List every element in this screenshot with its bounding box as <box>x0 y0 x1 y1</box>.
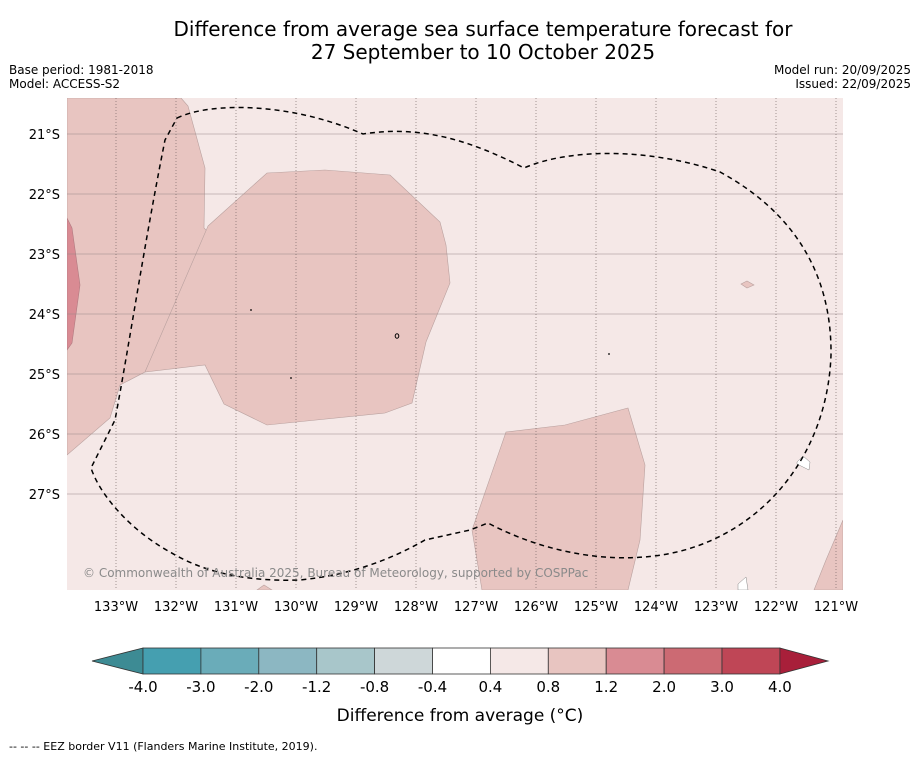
marker-dots <box>250 309 610 379</box>
colorbar-tick-label: 3.0 <box>710 678 734 696</box>
issued-date: Issued: 22/09/2025 <box>795 77 911 91</box>
latitude-label: 21°S <box>29 128 60 143</box>
colorbar-extend-high <box>779 647 830 675</box>
colorbar-title: Difference from average (°C) <box>337 706 584 726</box>
longitude-label: 124°W <box>634 600 678 615</box>
marker-dot <box>290 377 292 379</box>
white-patch-south <box>737 576 749 590</box>
colorbar-tick-label: -4.0 <box>128 678 157 696</box>
chart-title: Difference from average sea surface temp… <box>0 18 919 64</box>
longitude-label: 128°W <box>394 600 438 615</box>
marker-ring <box>394 333 400 339</box>
title-line-1: Difference from average sea surface temp… <box>173 17 793 41</box>
model-run: Model run: 20/09/2025 <box>773 63 911 77</box>
colorbar-tick-label: 0.4 <box>478 678 502 696</box>
colorbar-segment <box>258 647 318 675</box>
colorbar-segment <box>316 647 376 675</box>
latitude-label: 25°S <box>29 368 60 383</box>
gridlines <box>67 98 843 590</box>
colorbar-tick-label: -3.0 <box>186 678 215 696</box>
model-name: Model: ACCESS-S2 <box>9 77 121 91</box>
title-line-2: 27 September to 10 October 2025 <box>310 40 656 64</box>
footnote: -- -- -- EEZ border V11 (Flanders Marine… <box>9 740 318 753</box>
anomaly-blob-bottom <box>256 584 273 590</box>
colorbar-segment <box>374 647 433 675</box>
longitude-label: 131°W <box>214 600 258 615</box>
colorbar-tick-label: -1.2 <box>302 678 331 696</box>
marker-dot <box>250 309 252 311</box>
colorbar-segment <box>489 647 549 675</box>
colorbar-tick-label: 1.2 <box>594 678 618 696</box>
meta-left: Base period: 1981-2018 Model: ACCESS-S2 <box>9 63 154 91</box>
longitude-label: 130°W <box>274 600 318 615</box>
longitude-label: 132°W <box>154 600 198 615</box>
colorbar-tick-label: -0.8 <box>360 678 389 696</box>
colorbar-segment <box>200 647 260 675</box>
anomaly-region-central <box>144 169 451 426</box>
marker-dot <box>608 353 610 355</box>
longitude-label: 127°W <box>454 600 498 615</box>
meta-right: Model run: 20/09/2025 Issued: 22/09/2025 <box>774 63 911 91</box>
sst-anomaly-map: © Commonwealth of Australia 2025, Bureau… <box>29 98 858 726</box>
colorbar-tick-label: -0.4 <box>418 678 447 696</box>
longitude-label: 126°W <box>514 600 558 615</box>
latitude-label: 24°S <box>29 308 60 323</box>
longitude-label: 122°W <box>754 600 798 615</box>
map-area: © Commonwealth of Australia 2025, Bureau… <box>67 98 843 590</box>
near-zero-regions <box>737 455 811 590</box>
copyright-text: © Commonwealth of Australia 2025, Bureau… <box>83 566 588 580</box>
colorbar-tick-label: 0.8 <box>536 678 560 696</box>
colorbar-extend-low <box>91 647 144 675</box>
longitude-labels: 133°W 132°W 131°W 130°W 129°W 128°W 127°W 126°W… <box>94 600 858 615</box>
longitude-label: 133°W <box>94 600 138 615</box>
colorbar-segment <box>605 647 665 675</box>
longitude-label: 125°W <box>574 600 618 615</box>
colorbar-tick-label: 2.0 <box>652 678 676 696</box>
colorbar-segment <box>721 647 781 675</box>
anomaly-region-southeast <box>471 407 646 590</box>
colorbar-segment <box>663 647 723 675</box>
anomaly-blob-small <box>740 280 755 289</box>
longitude-label: 121°W <box>814 600 858 615</box>
longitude-label: 129°W <box>334 600 378 615</box>
latitude-label: 23°S <box>29 248 60 263</box>
latitude-label: 27°S <box>29 488 60 503</box>
latitude-label: 26°S <box>29 428 60 443</box>
base-period: Base period: 1981-2018 <box>9 63 154 77</box>
longitude-label: 123°W <box>694 600 738 615</box>
latitude-label: 22°S <box>29 188 60 203</box>
colorbar-tick-label: -2.0 <box>244 678 273 696</box>
latitude-labels: 21°S 22°S 23°S 24°S 25°S 26°S 27°S <box>29 128 60 503</box>
eez-border <box>90 106 832 581</box>
colorbar-tick-label: 4.0 <box>768 678 792 696</box>
colorbar-segment <box>547 647 607 675</box>
warm-anomaly-regions <box>67 98 843 590</box>
colorbar-segment <box>142 647 202 675</box>
colorbar: -4.0 -3.0 -2.0 -1.2 -0.8 -0.4 0.4 0.8 1.2 2.0 3.0 4… <box>91 647 830 696</box>
colorbar-segment <box>432 647 491 675</box>
